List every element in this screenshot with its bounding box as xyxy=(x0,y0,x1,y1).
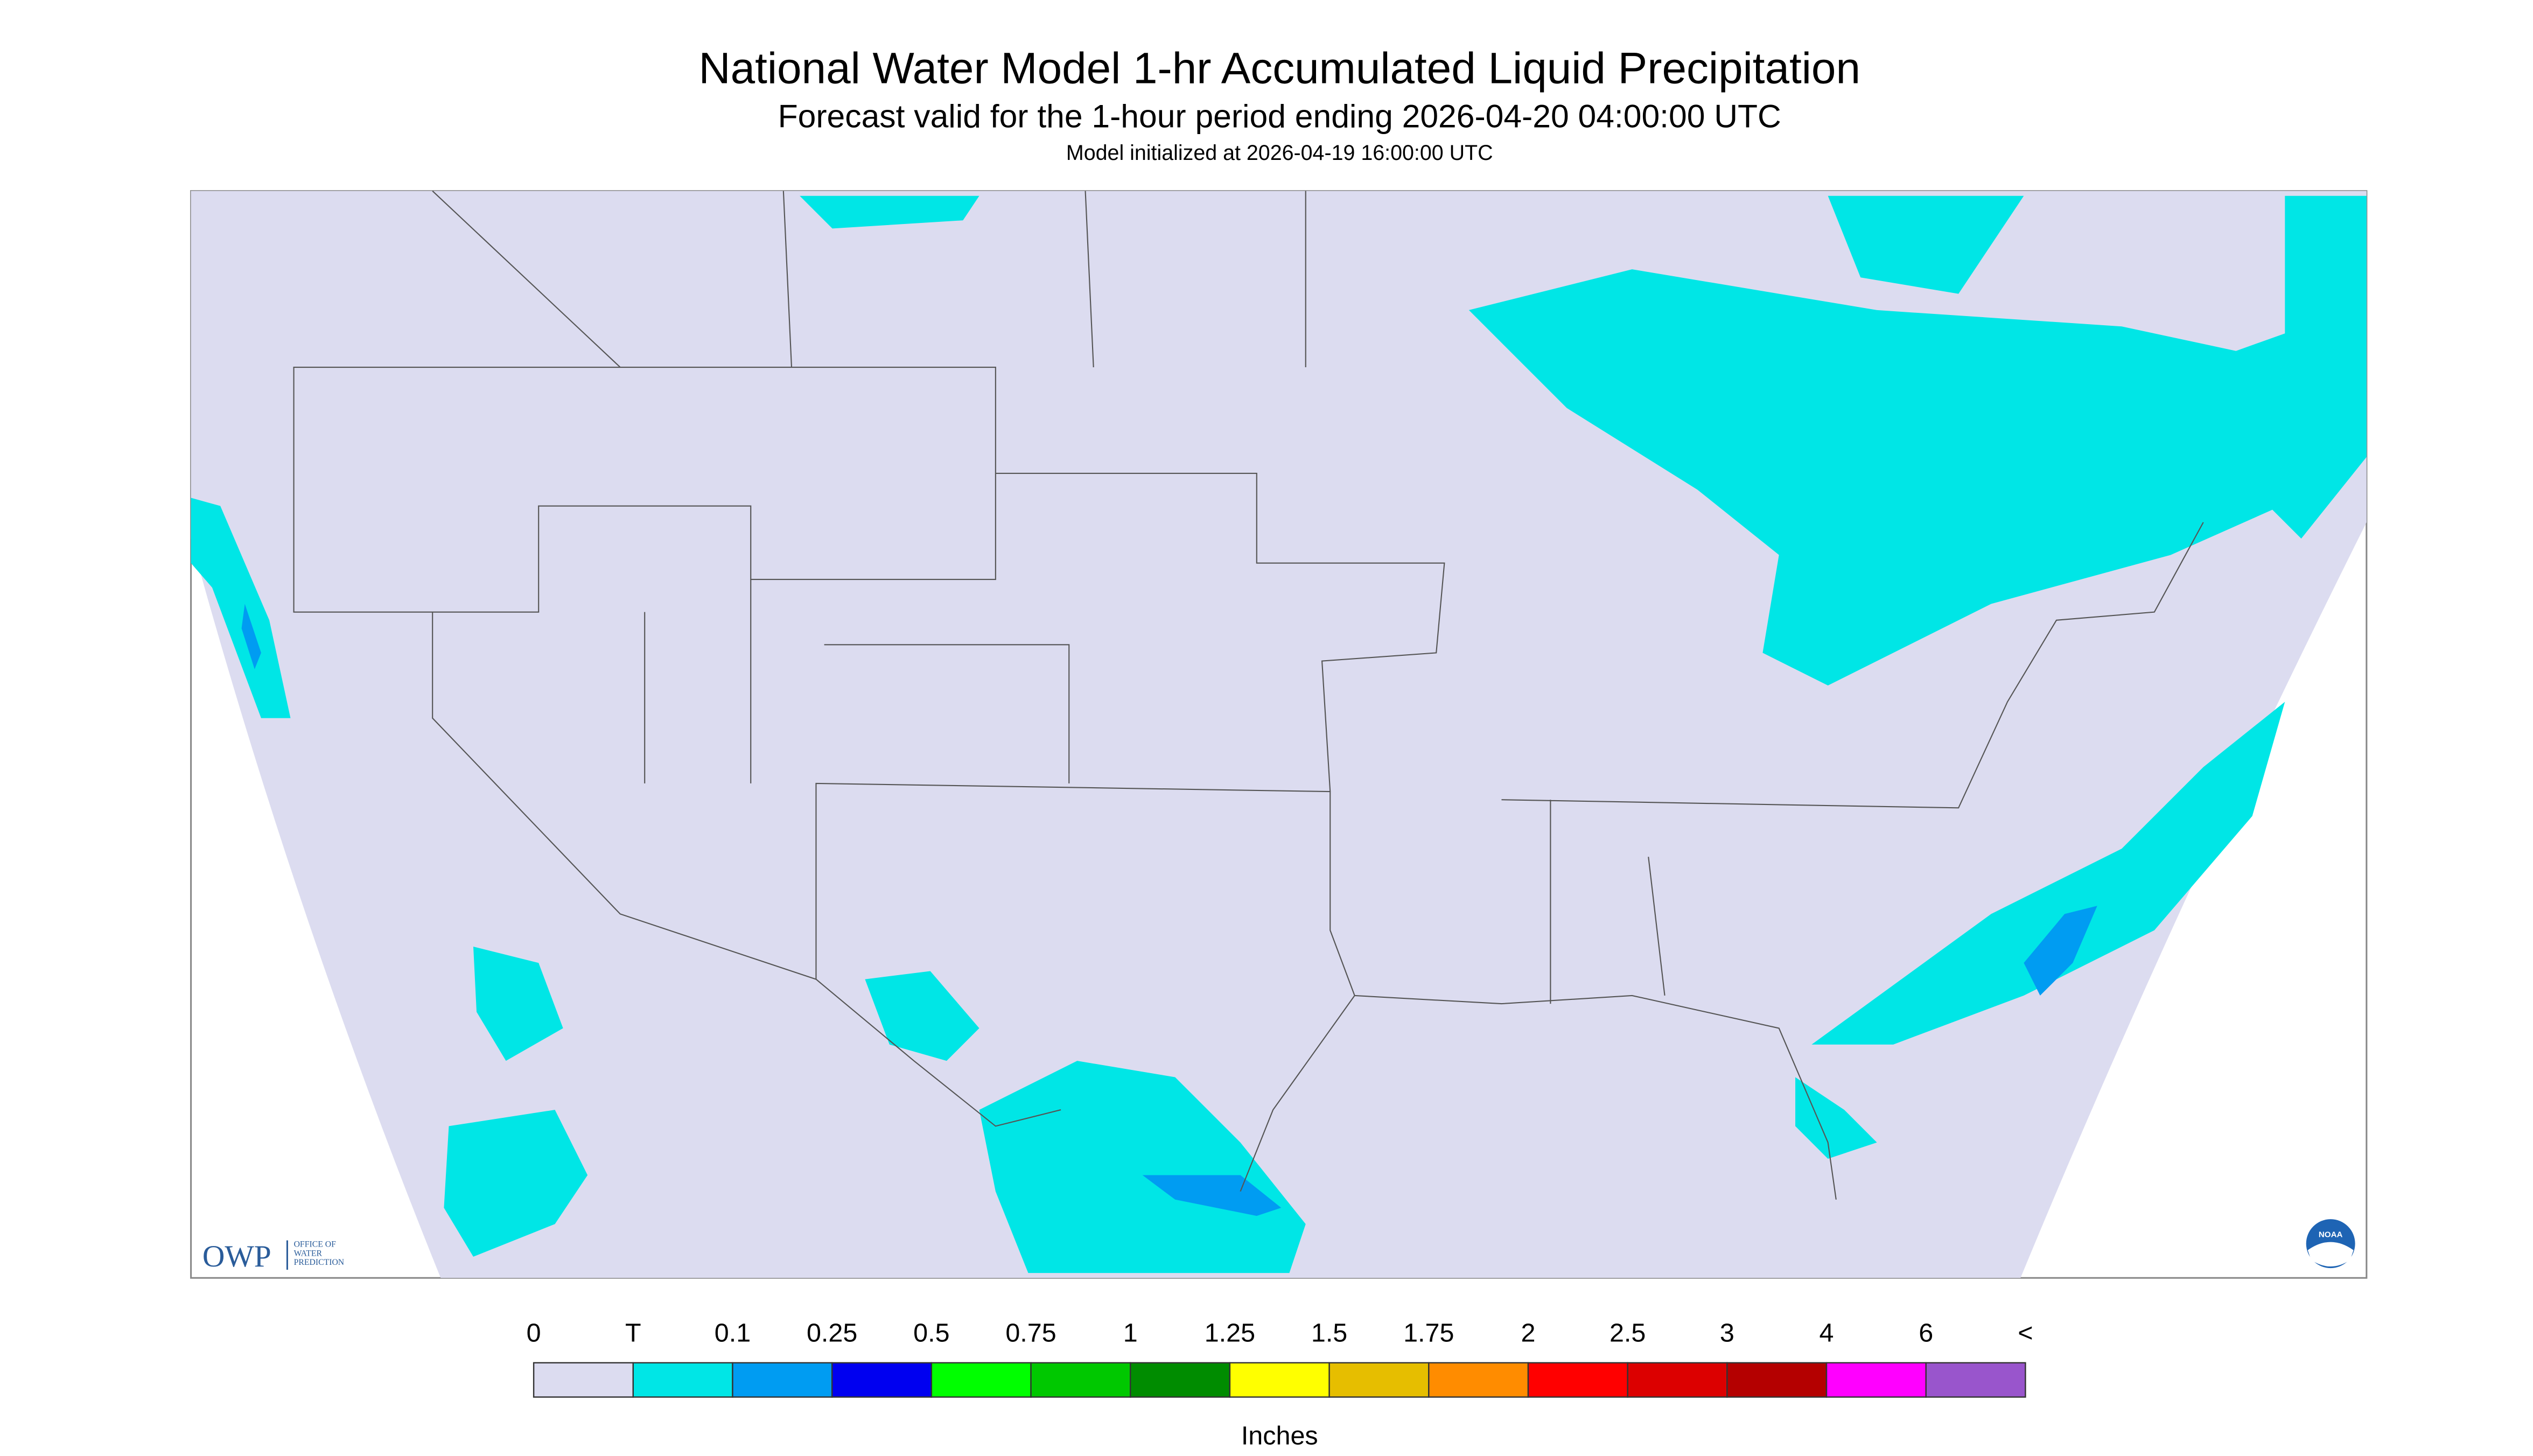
legend-swatch xyxy=(1825,1362,1927,1398)
legend-swatch xyxy=(1030,1362,1131,1398)
logo-line: PREDICTION xyxy=(294,1258,345,1267)
precip-area xyxy=(2252,195,2367,539)
border xyxy=(995,472,1445,792)
precip-area xyxy=(2024,906,2097,996)
precip-area xyxy=(1811,702,2285,1045)
precip-area xyxy=(1828,195,2024,294)
border xyxy=(815,978,1355,1192)
init-time: Model initialized at 2026-04-19 16:00:00… xyxy=(1066,141,1493,165)
legend-swatch xyxy=(732,1362,833,1398)
border xyxy=(432,190,1306,368)
legend-label: 1.5 xyxy=(1311,1318,1347,1347)
precip-area xyxy=(800,195,979,229)
legend-label: 1 xyxy=(1123,1318,1138,1347)
legend-label: 2 xyxy=(1521,1318,1535,1347)
noaa-text: NOAA xyxy=(2319,1230,2343,1239)
noaa-logo: NOAA xyxy=(2306,1219,2355,1269)
legend-label: 1.25 xyxy=(1205,1318,1255,1347)
legend-label: 0.5 xyxy=(913,1318,949,1347)
legend-swatch xyxy=(1527,1362,1628,1398)
legend-label: 0.75 xyxy=(1005,1318,1056,1347)
legend-label: 0.1 xyxy=(715,1318,751,1347)
legend-swatch xyxy=(1726,1362,1828,1398)
logo-line: WATER xyxy=(294,1249,323,1258)
border xyxy=(1501,522,2204,1004)
legend-unit: Inches xyxy=(1241,1421,1318,1450)
precip-area xyxy=(444,1110,588,1257)
precip-area xyxy=(191,498,291,718)
legend-swatch xyxy=(930,1362,1032,1398)
border xyxy=(1354,995,1837,1200)
border xyxy=(432,612,1355,996)
state-borders xyxy=(293,190,2204,1200)
precip-area xyxy=(865,971,979,1061)
legend-label: 0.25 xyxy=(807,1318,857,1347)
precip-area xyxy=(1142,1175,1282,1216)
border xyxy=(293,366,996,613)
legend-swatch xyxy=(1627,1362,1728,1398)
precip-area xyxy=(241,604,261,669)
legend-label: < xyxy=(2018,1318,2033,1347)
precip-areas-heavier xyxy=(241,604,2097,1216)
legend-swatch xyxy=(1130,1362,1231,1398)
precip-area xyxy=(1468,269,2367,686)
legend-label: 4 xyxy=(1820,1318,1834,1347)
legend-swatch xyxy=(533,1362,634,1398)
legend-swatch xyxy=(831,1362,933,1398)
legend-swatch xyxy=(1428,1362,1529,1398)
logo-line: OFFICE OF xyxy=(294,1240,337,1249)
precip-area xyxy=(1795,1077,1877,1159)
map xyxy=(190,190,2368,1279)
legend-swatch xyxy=(632,1362,733,1398)
legend-label: T xyxy=(625,1318,641,1347)
legend-swatch xyxy=(1229,1362,1330,1398)
legend-label: 0 xyxy=(527,1318,541,1347)
legend-swatch xyxy=(1925,1362,2026,1398)
border xyxy=(644,579,1070,783)
legend-label: 2.5 xyxy=(1610,1318,1646,1347)
noaa-wave xyxy=(2307,1242,2354,1267)
legend-label: 6 xyxy=(1919,1318,1933,1347)
legend-swatch xyxy=(1328,1362,1430,1398)
precip-area xyxy=(979,1061,1306,1273)
precip-area xyxy=(473,946,563,1061)
title: National Water Model 1-hr Accumulated Li… xyxy=(699,44,1860,93)
subtitle: Forecast valid for the 1-hour period end… xyxy=(778,97,1781,134)
logo-mark: OWP xyxy=(202,1240,271,1273)
legend-label: 3 xyxy=(1720,1318,1734,1347)
precip-areas xyxy=(191,195,2367,1273)
legend-label: 1.75 xyxy=(1403,1318,1454,1347)
legend: 0 T 0.1 0.25 0.5 0.75 1 1.25 1.5 1.75 2 2.5 3 4 6 < xyxy=(527,1318,2033,1398)
